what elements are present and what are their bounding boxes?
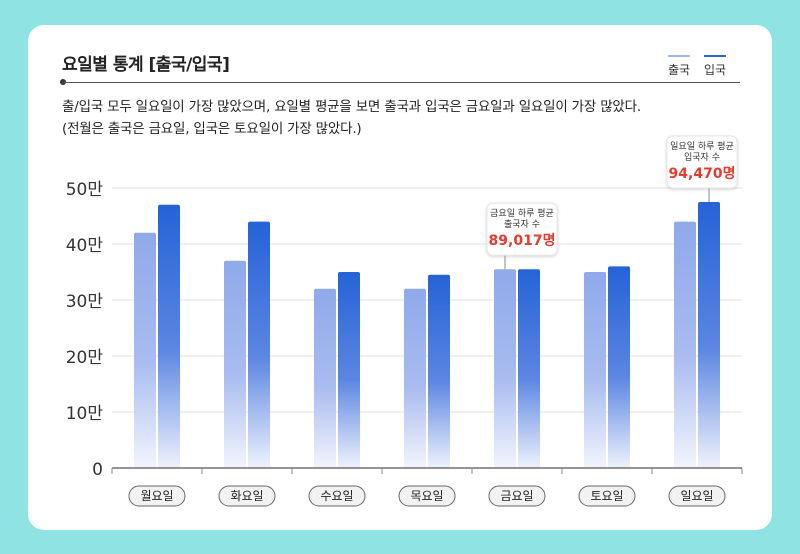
category-pill	[668, 485, 726, 507]
legend-swatch-arrival	[704, 55, 726, 57]
annotation-label: 금요일 하루 평균	[490, 208, 554, 219]
annotation-box	[666, 135, 738, 189]
bar-arrival	[248, 221, 270, 468]
bar-arrival	[428, 274, 450, 468]
y-tick-label: 10만	[66, 404, 104, 424]
category-pill	[488, 485, 546, 507]
x-tick-label: 토요일	[590, 489, 623, 503]
description: 출/입국 모두 일요일이 가장 많았으며, 요일별 평균을 보면 출국과 입국은…	[62, 96, 641, 140]
bar-departure	[674, 221, 696, 468]
chart-title: 요일별 통계 [출국/입국]	[62, 55, 230, 75]
x-tick-label: 월요일	[140, 489, 173, 503]
y-tick-label: 40만	[66, 236, 104, 256]
bar-arrival	[158, 204, 180, 469]
y-tick-label: 50만	[66, 180, 104, 200]
description-line-1: 출/입국 모두 일요일이 가장 많았으며, 요일별 평균을 보면 출국과 입국은…	[62, 99, 641, 115]
category-pill	[398, 485, 456, 507]
x-tick-label: 목요일	[410, 489, 443, 503]
x-tick-label: 금요일	[500, 489, 533, 503]
x-tick-label: 일요일	[680, 489, 713, 503]
x-tick-label: 수요일	[320, 489, 353, 503]
category-pill	[128, 485, 186, 507]
title-divider	[62, 82, 740, 83]
bar-departure	[134, 232, 156, 468]
bar-departure	[494, 269, 516, 468]
legend-swatch-departure	[668, 55, 690, 57]
category-pill	[218, 485, 276, 507]
legend-label-departure: 출국	[668, 63, 691, 77]
y-tick-label: 30만	[66, 292, 104, 312]
annotation-value: 89,017명	[489, 232, 556, 249]
annotation-value: 94,470명	[669, 165, 736, 182]
x-tick-label: 화요일	[230, 489, 263, 503]
bar-arrival	[518, 269, 540, 468]
bar-arrival	[698, 202, 720, 468]
legend-label-arrival: 입국	[704, 63, 727, 77]
bar-arrival	[608, 266, 630, 468]
y-tick-label: 0	[92, 460, 103, 480]
bar-departure	[584, 272, 606, 468]
bar-arrival	[338, 272, 360, 468]
bar-departure	[224, 260, 246, 468]
annotation-box	[486, 202, 558, 256]
annotation-sublabel: 출국자 수	[504, 219, 540, 230]
annotation-sublabel: 입국자 수	[684, 151, 720, 163]
description-line-2: (전월은 출국은 금요일, 입국은 토요일이 가장 많았다.)	[62, 121, 362, 137]
bar-departure	[314, 288, 336, 468]
annotation-label: 일요일 하루 평균	[670, 141, 734, 152]
y-tick-label: 20만	[66, 348, 104, 368]
category-pill	[308, 485, 366, 507]
bar-departure	[404, 288, 426, 468]
category-pill	[578, 485, 636, 507]
